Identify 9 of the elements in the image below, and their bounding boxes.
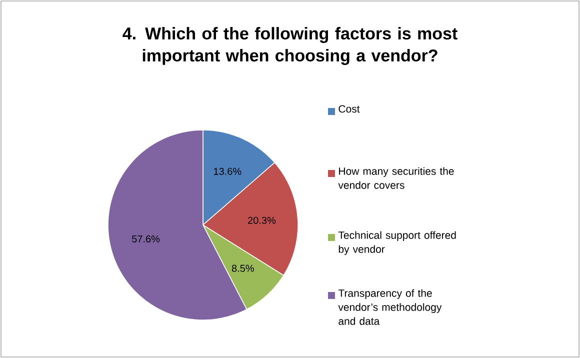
legend-label: Cost <box>338 105 360 113</box>
legend-label: Transparency of the vendor’s methodology and data <box>338 289 442 325</box>
data-label: 57.6% <box>132 235 160 242</box>
chart-title: 4. Which of the following factors is most important when choosing a vendor? <box>122 27 458 65</box>
data-label: 13.6% <box>214 168 242 175</box>
legend-label: Technical support offered by vendor <box>338 231 456 255</box>
data-label: 20.3% <box>248 216 276 224</box>
legend-label: How many securities the vendor covers <box>338 167 454 189</box>
data-label: 8.5% <box>232 264 254 272</box>
